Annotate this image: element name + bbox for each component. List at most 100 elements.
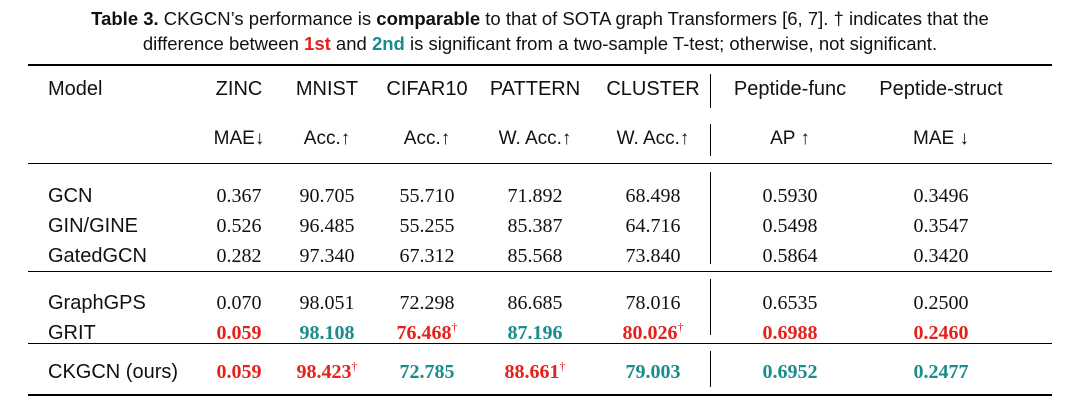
table-cell: 0.367 xyxy=(217,185,262,208)
caption-second-word: 2nd xyxy=(371,33,405,54)
caption-bold-word: comparable xyxy=(376,8,481,29)
table-cell: 0.5498 xyxy=(763,215,818,238)
bottom-rule xyxy=(28,394,1052,396)
cell-value: 0.2460 xyxy=(913,322,969,344)
column-header: CLUSTER xyxy=(606,78,700,100)
cell-value: 0.2500 xyxy=(913,292,969,314)
model-column-header: Model xyxy=(48,78,103,100)
cell-value: 76.468 xyxy=(396,322,452,344)
table-cell: 68.498 xyxy=(626,185,681,208)
cell-value: 98.051 xyxy=(299,292,355,314)
column-separator xyxy=(710,124,711,156)
table-cell: 0.5930 xyxy=(763,185,818,208)
cell-value: 71.892 xyxy=(507,185,563,207)
caption-text-b: to that of SOTA graph Transformers [6, 7… xyxy=(480,8,989,29)
cell-value: 0.3547 xyxy=(913,215,969,237)
metric-header: MAE ↓ xyxy=(913,128,969,149)
table-cell: 76.468† xyxy=(396,320,458,345)
cell-value: 0.059 xyxy=(216,361,262,383)
cell-value: 72.298 xyxy=(399,292,455,314)
model-name: CKGCN (ours) xyxy=(48,361,179,383)
caption-text-c: difference between xyxy=(142,33,305,54)
table-cell: 71.892 xyxy=(508,185,563,208)
significance-dagger: † xyxy=(451,320,458,334)
cell-value: 0.526 xyxy=(216,215,262,237)
top-rule xyxy=(28,64,1052,66)
table-cell: 85.568 xyxy=(508,245,563,268)
table-cell: 0.2500 xyxy=(914,292,969,315)
metric-header: AP ↑ xyxy=(770,128,810,149)
metric-header: W. Acc.↑ xyxy=(616,128,690,149)
table-cell: 0.2477 xyxy=(914,361,969,384)
cell-value: 0.6952 xyxy=(762,361,818,383)
table-cell: 88.661† xyxy=(505,360,566,384)
metric-header: Acc.↑ xyxy=(303,128,351,149)
table-cell: 73.840 xyxy=(626,245,681,268)
table-cell: 0.282 xyxy=(217,245,262,268)
table-cell: 85.387 xyxy=(508,215,563,238)
table-cell: 67.312 xyxy=(400,245,455,268)
caption-text-d: and xyxy=(330,33,372,54)
column-separator xyxy=(710,279,711,335)
caption-line-2: difference between 1st and 2nd is signif… xyxy=(20,31,1060,56)
caption-first-word: 1st xyxy=(304,33,331,54)
cell-value: 64.716 xyxy=(625,215,681,237)
group-rule-2 xyxy=(28,343,1052,344)
model-name: GCN xyxy=(48,185,93,207)
table-cell: 98.423† xyxy=(296,360,358,384)
column-header: CIFAR10 xyxy=(386,78,468,100)
column-header: MNIST xyxy=(295,78,359,100)
table-cell: 0.059 xyxy=(217,322,262,345)
metric-header: W. Acc.↑ xyxy=(498,128,572,149)
table-cell: 0.6988 xyxy=(763,322,818,345)
table-cell: 72.785 xyxy=(400,361,455,384)
table-cell: 0.2460 xyxy=(914,322,969,345)
cell-value: 87.196 xyxy=(507,322,563,344)
table-cell: 98.051 xyxy=(300,292,355,315)
cell-value: 0.5498 xyxy=(762,215,818,237)
column-header: PATTERN xyxy=(489,78,581,100)
cell-value: 0.070 xyxy=(216,292,262,314)
cell-value: 98.423 xyxy=(296,361,352,383)
model-name: GRIT xyxy=(48,322,96,344)
table-cell: 0.3420 xyxy=(914,245,969,268)
cell-value: 78.016 xyxy=(625,292,681,314)
cell-value: 0.059 xyxy=(216,322,262,344)
table-cell: 64.716 xyxy=(626,215,681,238)
cell-value: 97.340 xyxy=(299,245,355,267)
cell-value: 55.255 xyxy=(399,215,455,237)
table-cell: 0.526 xyxy=(217,215,262,238)
table-cell: 0.3547 xyxy=(914,215,969,238)
table-cell: 0.6535 xyxy=(763,292,818,315)
cell-value: 67.312 xyxy=(399,245,455,267)
table-cell: 0.070 xyxy=(217,292,262,315)
cell-value: 79.003 xyxy=(625,361,681,383)
table-cell: 97.340 xyxy=(300,245,355,268)
caption-line-1: Table 3. CKGCN’s performance is comparab… xyxy=(20,6,1060,31)
table-cell: 80.026† xyxy=(623,320,684,345)
table-cell: 79.003 xyxy=(626,361,681,384)
cell-value: 72.785 xyxy=(399,361,455,383)
column-separator xyxy=(710,351,711,387)
cell-value: 0.3496 xyxy=(913,185,969,207)
caption-text-e: is significant from a two-sample T-test;… xyxy=(404,33,938,54)
cell-value: 0.2477 xyxy=(913,361,969,383)
significance-dagger: † xyxy=(677,320,684,334)
model-name: GatedGCN xyxy=(48,245,147,267)
cell-value: 55.710 xyxy=(399,185,455,207)
cell-value: 0.367 xyxy=(216,185,262,207)
table-caption: Table 3. CKGCN’s performance is comparab… xyxy=(20,6,1060,56)
table-cell: 96.485 xyxy=(300,215,355,238)
cell-value: 0.6988 xyxy=(762,322,818,344)
table-cell: 87.196 xyxy=(508,322,563,345)
caption-label: Table 3. xyxy=(91,8,159,29)
group-rule-1 xyxy=(28,271,1052,272)
column-header: ZINC xyxy=(215,78,263,100)
table-cell: 0.3496 xyxy=(914,185,969,208)
table-cell: 86.685 xyxy=(508,292,563,315)
column-separator xyxy=(710,172,711,264)
cell-value: 0.282 xyxy=(216,245,262,267)
cell-value: 68.498 xyxy=(625,185,681,207)
cell-value: 86.685 xyxy=(507,292,563,314)
caption-text-a: CKGCN’s performance is xyxy=(158,8,377,29)
